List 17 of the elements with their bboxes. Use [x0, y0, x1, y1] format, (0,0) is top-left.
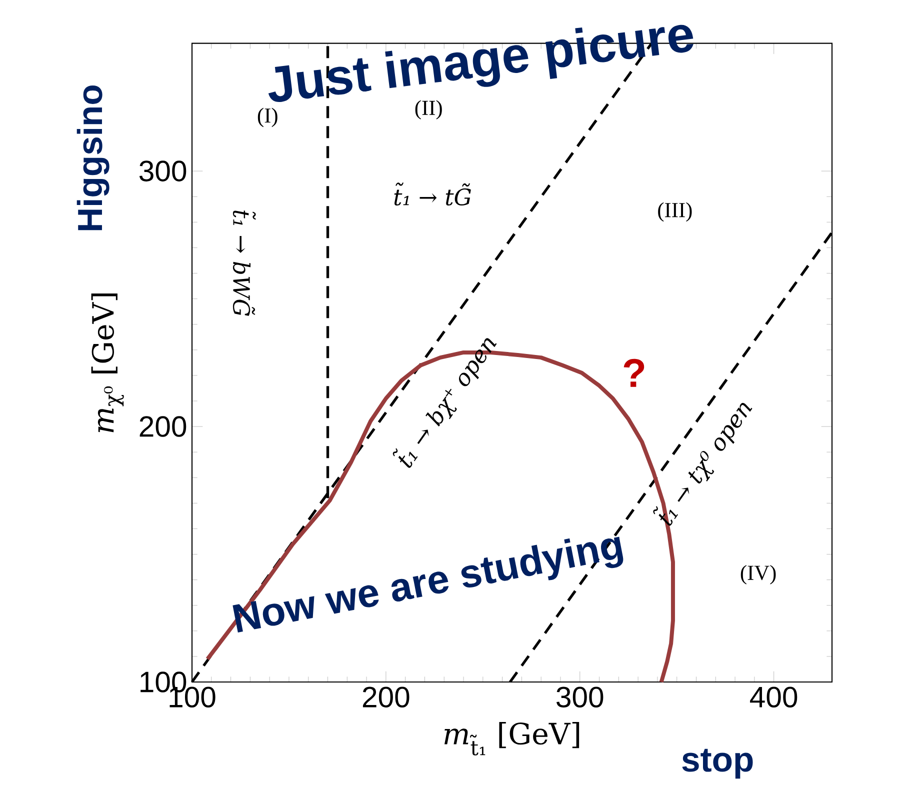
y-tick-label: 300: [139, 160, 186, 182]
text: stop: [682, 748, 753, 779]
annotation: (IV): [740, 565, 776, 584]
x-axis-title: m$_{t̃₁}$ [GeV]: [444, 722, 580, 756]
annotation: t̃₁ → tG̃: [394, 182, 471, 206]
annotation: Now we are studying: [232, 536, 624, 632]
x-tick-label: 400: [750, 686, 798, 708]
text: Higgsino: [76, 85, 110, 230]
y-tick-label: 200: [140, 416, 186, 437]
annotation: (II): [415, 100, 442, 120]
annotation: (I): [258, 108, 278, 128]
x-tick-label: 200: [362, 686, 410, 708]
annotation: (III): [658, 202, 692, 222]
annotation: ?: [624, 358, 644, 387]
x-tick-label: 300: [556, 686, 604, 708]
annotation: t̃₁ → bWG̃: [232, 210, 256, 316]
y-axis-title: m$_{χ⁰}$ [GeV]: [91, 294, 124, 432]
